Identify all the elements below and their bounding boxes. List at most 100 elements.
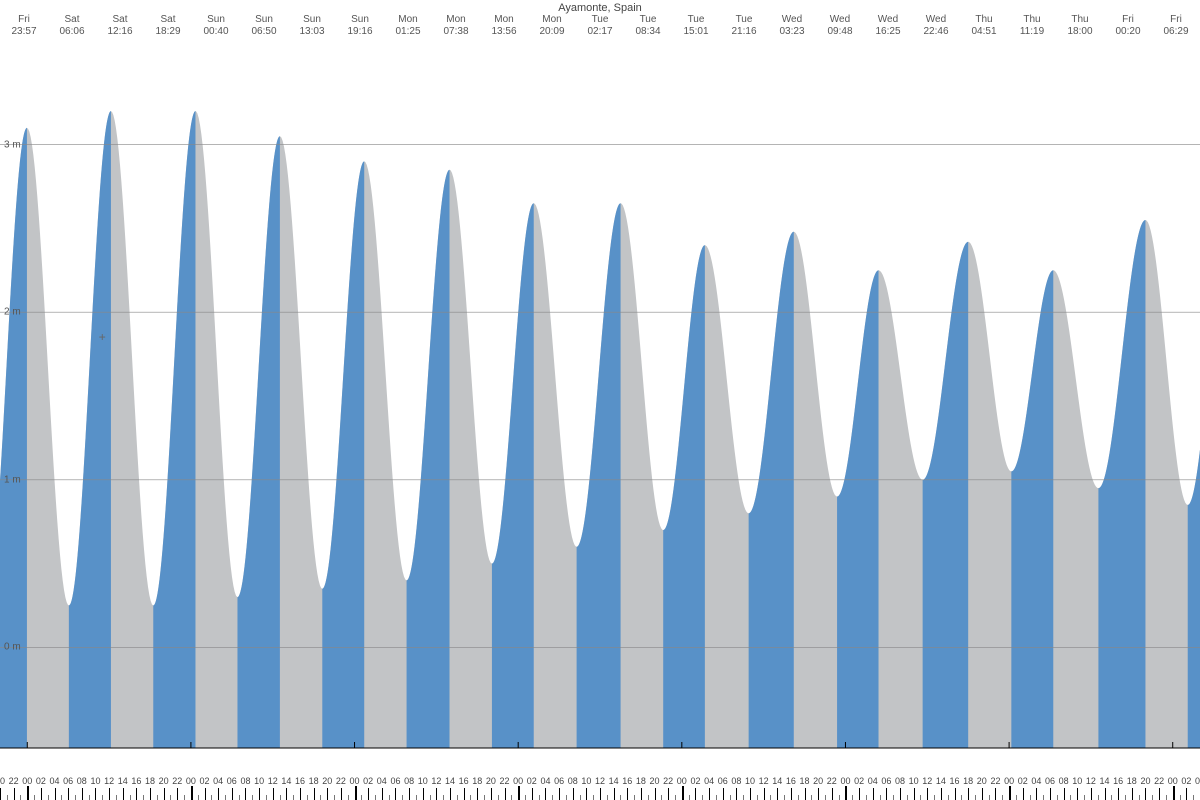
x-tick-major [123,788,124,800]
x-axis-label: 22 [172,776,182,786]
x-tick-minor [716,795,717,800]
x-axis-label: 02 [527,776,537,786]
x-tick-minor [293,795,294,800]
x-axis-label: 12 [104,776,114,786]
x-tick-major [695,788,696,800]
x-axis-label: 02 [1181,776,1191,786]
x-tick-major [1145,788,1146,800]
x-tick-minor [116,795,117,800]
header-time-label: Tue08:34 [635,14,660,38]
header-time-label: Sun06:50 [251,14,276,38]
x-tick-minor [89,795,90,800]
x-tick-major [968,788,969,800]
x-tick-major [1050,788,1051,800]
x-tick-minor [1057,795,1058,800]
x-axis-label: 14 [281,776,291,786]
tide-svg [0,44,1200,774]
x-tick-major [205,788,206,800]
x-tick-major [532,788,533,800]
x-tick-minor [880,795,881,800]
x-tick-minor [1084,795,1085,800]
x-tick-minor [498,795,499,800]
x-tick-major [327,788,328,800]
x-tick-minor [620,795,621,800]
x-tick-day [682,786,684,800]
x-tick-major [1023,788,1024,800]
x-tick-minor [1152,795,1153,800]
x-axis-label: 20 [813,776,823,786]
x-axis-label: 02 [1018,776,1028,786]
x-tick-minor [525,795,526,800]
x-axis-label: 02 [363,776,373,786]
x-tick-minor [1193,795,1194,800]
x-tick-minor [975,795,976,800]
x-axis-label: 08 [1059,776,1069,786]
x-axis-label: 04 [377,776,387,786]
chart-title: Ayamonte, Spain [0,2,1200,14]
x-tick-major [232,788,233,800]
x-tick-minor [389,795,390,800]
x-tick-major [914,788,915,800]
x-tick-major [805,788,806,800]
x-axis-label: 04 [1031,776,1041,786]
x-tick-major [136,788,137,800]
x-tick-major [1105,788,1106,800]
x-tick-major [859,788,860,800]
x-tick-major [95,788,96,800]
x-tick-minor [1002,795,1003,800]
x-tick-minor [239,795,240,800]
x-axis-label: 00 [186,776,196,786]
x-tick-minor [702,795,703,800]
x-tick-major [286,788,287,800]
x-axis-label: 02 [690,776,700,786]
x-tick-minor [989,795,990,800]
x-tick-major [655,788,656,800]
x-tick-minor [7,795,8,800]
x-axis-label: 00 [1168,776,1178,786]
x-tick-minor [443,795,444,800]
x-tick-minor [484,795,485,800]
x-axis-label: 02 [854,776,864,786]
x-axis-label: 20 [977,776,987,786]
header-time-label: Tue15:01 [683,14,708,38]
x-tick-major [1186,788,1187,800]
x-tick-major [777,788,778,800]
header-time-label: Tue21:16 [731,14,756,38]
x-tick-minor [580,795,581,800]
x-tick-minor [661,795,662,800]
cursor-marker: + [99,330,106,344]
x-tick-major [982,788,983,800]
header-time-label: Sat18:29 [155,14,180,38]
header-time-label: Mon13:56 [491,14,516,38]
x-tick-major [300,788,301,800]
x-tick-minor [198,795,199,800]
header-time-label: Mon07:38 [443,14,468,38]
x-axis-label: 10 [909,776,919,786]
x-tick-major [218,788,219,800]
x-tick-major [491,788,492,800]
x-axis-label: 16 [295,776,305,786]
x-tick-minor [320,795,321,800]
x-axis-label: 10 [254,776,264,786]
x-tick-major [791,788,792,800]
x-tick-major [627,788,628,800]
x-tick-minor [1098,795,1099,800]
x-tick-minor [607,795,608,800]
x-axis-label: 00 [22,776,32,786]
x-axis-label: 14 [445,776,455,786]
x-tick-minor [920,795,921,800]
x-tick-major [1159,788,1160,800]
header-time-label: Thu04:51 [971,14,996,38]
x-tick-major [164,788,165,800]
x-axis-label: 18 [1127,776,1137,786]
header-time-label: Sat12:16 [107,14,132,38]
x-tick-minor [211,795,212,800]
x-axis-label: 10 [90,776,100,786]
x-tick-major [273,788,274,800]
x-tick-minor [170,795,171,800]
x-tick-major [1036,788,1037,800]
x-axis-label: 04 [50,776,60,786]
x-tick-major [150,788,151,800]
x-tick-minor [948,795,949,800]
x-tick-major [409,788,410,800]
